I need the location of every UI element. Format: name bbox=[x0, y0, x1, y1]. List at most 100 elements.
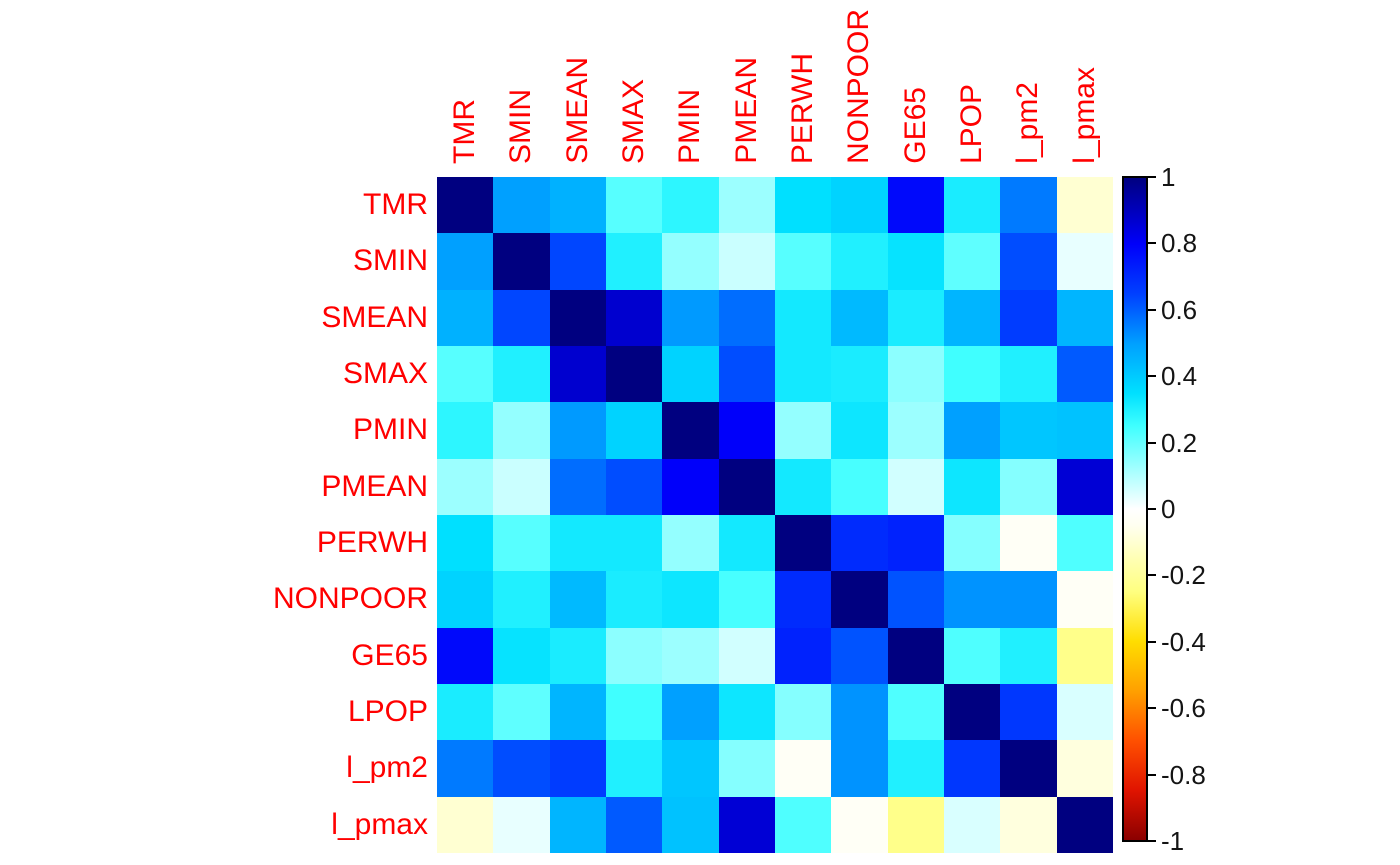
heatmap-cell-GE65-PMIN bbox=[662, 627, 719, 684]
row-label-SMEAN: SMEAN bbox=[321, 300, 428, 334]
heatmap-cell-l_pm2-TMR bbox=[437, 740, 494, 797]
colorbar-tick bbox=[1148, 840, 1156, 842]
heatmap-cell-LPOP-SMAX bbox=[605, 683, 663, 741]
heatmap-cell-PMIN-LPOP bbox=[943, 402, 1001, 459]
heatmap-cell-PMIN-PERWH bbox=[774, 402, 832, 459]
heatmap-cell-PERWH-l_pm2 bbox=[1000, 514, 1057, 572]
column-label-slot: PMEAN bbox=[719, 0, 775, 164]
heatmap-cell-SMIN-SMIN bbox=[493, 233, 550, 290]
heatmap-cell-PERWH-l_pmax bbox=[1056, 514, 1113, 572]
heatmap-cell-GE65-PERWH bbox=[774, 627, 832, 684]
heatmap-cell-SMIN-PERWH bbox=[774, 233, 832, 290]
heatmap-cell-l_pmax-PMIN bbox=[662, 796, 719, 853]
heatmap-cell-l_pmax-LPOP bbox=[943, 796, 1001, 853]
heatmap-cell-LPOP-GE65 bbox=[887, 683, 944, 741]
heatmap-cell-GE65-PMEAN bbox=[718, 627, 775, 684]
heatmap-cell-PERWH-NONPOOR bbox=[831, 514, 888, 572]
row-label-TMR: TMR bbox=[363, 188, 428, 222]
heatmap-cell-SMEAN-l_pm2 bbox=[1000, 289, 1057, 346]
heatmap-cell-PMIN-SMIN bbox=[493, 402, 550, 459]
heatmap-cell-TMR-LPOP bbox=[943, 177, 1001, 234]
colorbar-tick bbox=[1148, 375, 1156, 378]
heatmap-cell-PERWH-PMEAN bbox=[718, 514, 775, 572]
heatmap-cell-PERWH-PMIN bbox=[662, 514, 719, 572]
heatmap-cell-PMIN-SMAX bbox=[605, 402, 663, 459]
heatmap-cell-l_pmax-SMAX bbox=[605, 796, 663, 853]
colorbar-tick-label: 1 bbox=[1161, 162, 1176, 192]
heatmap-cell-NONPOOR-PMEAN bbox=[718, 571, 775, 628]
heatmap-cell-NONPOOR-GE65 bbox=[887, 571, 944, 628]
column-label-slot: SMAX bbox=[606, 0, 662, 164]
colorbar-tick-label: -1 bbox=[1161, 826, 1185, 856]
heatmap-cell-SMIN-SMAX bbox=[605, 233, 663, 290]
heatmap-cell-PMEAN-GE65 bbox=[887, 458, 944, 515]
column-label-TMR: TMR bbox=[448, 99, 482, 164]
heatmap-cell-SMEAN-PMEAN bbox=[718, 289, 775, 346]
column-label-slot: PERWH bbox=[775, 0, 831, 164]
heatmap-cell-SMIN-LPOP bbox=[943, 233, 1001, 290]
heatmap-cell-l_pmax-l_pmax bbox=[1056, 796, 1113, 853]
heatmap-cell-GE65-GE65 bbox=[887, 627, 944, 684]
heatmap-cell-TMR-PERWH bbox=[774, 177, 832, 234]
colorbar-tick-label: 0.2 bbox=[1161, 427, 1198, 458]
heatmap-cell-TMR-SMIN bbox=[493, 177, 550, 234]
heatmap-cell-l_pmax-l_pm2 bbox=[1000, 796, 1057, 853]
heatmap-cell-PMIN-l_pm2 bbox=[1000, 402, 1057, 459]
heatmap-cell-SMIN-l_pm2 bbox=[1000, 233, 1057, 290]
heatmap-cell-NONPOOR-PERWH bbox=[774, 571, 832, 628]
heatmap-cell-l_pm2-SMIN bbox=[493, 740, 550, 797]
column-label-slot: TMR bbox=[437, 0, 493, 164]
heatmap-cell-l_pm2-GE65 bbox=[887, 740, 944, 797]
heatmap-cell-PMEAN-l_pmax bbox=[1056, 458, 1113, 515]
row-label-l_pm2: l_pm2 bbox=[346, 751, 428, 785]
heatmap-cell-LPOP-PERWH bbox=[774, 683, 832, 741]
heatmap-cell-l_pm2-SMAX bbox=[605, 740, 663, 797]
row-label-LPOP: LPOP bbox=[347, 695, 428, 729]
colorbar-tick bbox=[1148, 176, 1156, 178]
heatmap-cell-TMR-l_pm2 bbox=[1000, 177, 1057, 234]
heatmap-cell-LPOP-TMR bbox=[437, 683, 494, 741]
row-label-l_pmax: l_pmax bbox=[331, 807, 428, 841]
column-label-slot: SMIN bbox=[493, 0, 549, 164]
column-label-SMIN: SMIN bbox=[504, 89, 538, 164]
colorbar bbox=[1122, 176, 1148, 842]
heatmap-cell-PMEAN-LPOP bbox=[943, 458, 1001, 515]
column-label-slot: PMIN bbox=[662, 0, 718, 164]
heatmap-cell-GE65-LPOP bbox=[943, 627, 1001, 684]
heatmap-cell-NONPOOR-l_pmax bbox=[1056, 571, 1113, 628]
heatmap-cell-SMEAN-SMAX bbox=[605, 289, 663, 346]
heatmap-cell-NONPOOR-SMIN bbox=[493, 571, 550, 628]
heatmap-cell-SMAX-SMEAN bbox=[549, 345, 606, 403]
heatmap-cell-SMAX-GE65 bbox=[887, 345, 944, 403]
heatmap-cell-LPOP-NONPOOR bbox=[831, 683, 888, 741]
colorbar-tick-label: -0.4 bbox=[1161, 626, 1206, 657]
heatmap-cell-SMIN-PMEAN bbox=[718, 233, 775, 290]
heatmap-cell-l_pmax-PMEAN bbox=[718, 796, 775, 853]
column-label-SMAX: SMAX bbox=[617, 78, 651, 164]
heatmap-cell-GE65-SMEAN bbox=[549, 627, 606, 684]
heatmap-cell-l_pmax-SMIN bbox=[493, 796, 550, 853]
column-labels: TMR SMIN SMEAN SMAX PMIN PMEAN PERWH NONPOOR GE6… bbox=[437, 0, 1113, 164]
heatmap-cell-GE65-l_pmax bbox=[1056, 627, 1113, 684]
column-label-GE65: GE65 bbox=[898, 87, 932, 164]
heatmap-cell-TMR-PMIN bbox=[662, 177, 719, 234]
heatmap-cell-LPOP-PMEAN bbox=[718, 683, 775, 741]
heatmap-cell-SMIN-SMEAN bbox=[549, 233, 606, 290]
heatmap-cell-l_pmax-PERWH bbox=[774, 796, 832, 853]
heatmap-cell-PMEAN-SMAX bbox=[605, 458, 663, 515]
colorbar-tick bbox=[1148, 441, 1156, 444]
heatmap-cell-PMIN-GE65 bbox=[887, 402, 944, 459]
row-labels: TMR SMIN SMEAN SMAX PMIN PMEAN PERWH NONPOOR GE6… bbox=[0, 177, 428, 853]
heatmap-cell-l_pm2-NONPOOR bbox=[831, 740, 888, 797]
heatmap-cell-GE65-SMIN bbox=[493, 627, 550, 684]
heatmap-cell-SMEAN-SMIN bbox=[493, 289, 550, 346]
row-label-SMAX: SMAX bbox=[342, 357, 428, 391]
heatmap-cell-SMIN-PMIN bbox=[662, 233, 719, 290]
heatmap-cell-SMAX-PMIN bbox=[662, 345, 719, 403]
heatmap-cell-PMIN-PMEAN bbox=[718, 402, 775, 459]
heatmap-cell-GE65-SMAX bbox=[605, 627, 663, 684]
heatmap-cell-SMEAN-SMEAN bbox=[549, 289, 606, 346]
heatmap-cell-l_pm2-PMIN bbox=[662, 740, 719, 797]
heatmap-cell-PMEAN-l_pm2 bbox=[1000, 458, 1057, 515]
heatmap-cell-SMAX-NONPOOR bbox=[831, 345, 888, 403]
